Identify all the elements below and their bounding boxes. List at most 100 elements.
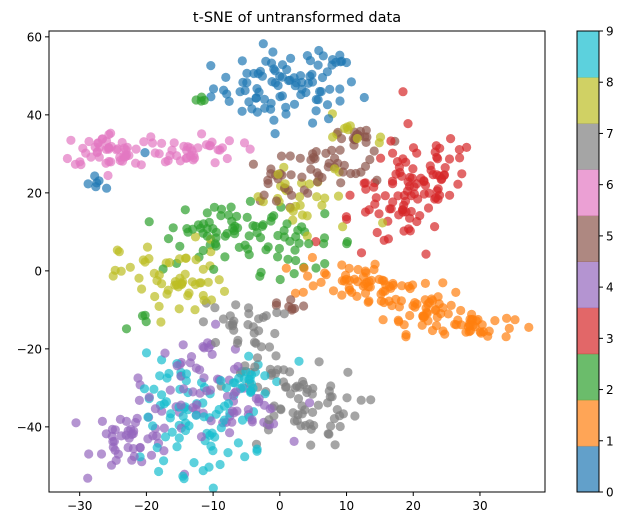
data-point-class-4 [71, 418, 81, 428]
data-point-class-4 [128, 444, 138, 454]
data-point-class-8 [164, 258, 175, 268]
data-point-class-7 [308, 407, 318, 417]
data-point-class-9 [219, 401, 230, 411]
data-point-class-1 [478, 327, 488, 337]
colorbar-segment-0 [577, 445, 599, 493]
data-point-class-2 [342, 239, 352, 249]
data-point-class-5 [336, 178, 346, 188]
data-point-class-9 [191, 410, 201, 420]
data-point-class-0 [313, 60, 323, 70]
data-point-class-2 [275, 274, 285, 285]
data-point-class-9 [223, 448, 233, 458]
data-point-class-7 [249, 328, 259, 338]
data-point-class-1 [405, 310, 415, 321]
data-point-class-8 [333, 191, 344, 201]
data-point-class-4 [144, 392, 154, 402]
data-point-class-6 [222, 153, 232, 164]
y-axis: −40 −20 0 20 40 60 [17, 30, 49, 434]
data-point-class-2 [226, 202, 236, 212]
data-point-class-3 [409, 182, 419, 192]
colorbar-tick-label: 5 [606, 229, 614, 243]
colorbar-segment-1 [577, 399, 599, 447]
colorbar-tick-label: 0 [606, 486, 614, 500]
data-point-class-1 [290, 288, 301, 298]
data-point-class-0 [221, 72, 231, 82]
colorbar-tick-label: 4 [606, 281, 614, 295]
data-point-class-7 [343, 367, 353, 377]
data-point-class-1 [456, 305, 466, 316]
data-point-class-5 [312, 177, 323, 187]
data-point-class-6 [239, 138, 250, 148]
data-point-class-2 [229, 226, 239, 236]
data-point-class-4 [206, 416, 216, 426]
data-point-class-9 [155, 371, 165, 381]
x-axis: −30 −20 −10 0 10 20 30 [67, 492, 488, 513]
data-point-class-4 [196, 432, 207, 442]
data-point-class-4 [202, 386, 212, 396]
data-point-class-4 [96, 449, 107, 459]
data-point-class-0 [301, 87, 311, 98]
data-point-class-5 [295, 153, 305, 163]
data-point-class-9 [167, 427, 177, 437]
data-point-class-4 [150, 404, 160, 414]
x-tick-label: −30 [67, 499, 92, 513]
data-point-class-1 [307, 252, 317, 263]
y-tick-label: 0 [34, 264, 42, 278]
data-point-class-4 [152, 431, 162, 441]
data-point-class-8 [374, 138, 384, 148]
data-point-class-2 [282, 219, 292, 229]
data-point-class-8 [295, 192, 305, 202]
data-point-class-6 [84, 136, 94, 147]
data-point-class-2 [144, 217, 154, 227]
data-point-class-0 [318, 51, 328, 61]
data-point-class-8 [206, 295, 217, 305]
x-tick-label: 10 [339, 499, 354, 513]
data-point-class-8 [273, 169, 283, 179]
data-point-class-3 [425, 161, 435, 171]
data-point-class-8 [320, 193, 330, 203]
data-point-class-4 [178, 340, 188, 350]
data-point-class-1 [465, 314, 475, 324]
data-point-class-9 [157, 390, 167, 400]
data-point-class-9 [246, 379, 256, 389]
data-point-class-2 [245, 196, 255, 206]
colorbar-tick-label: 6 [606, 178, 614, 192]
data-point-class-0 [259, 94, 270, 104]
data-point-class-1 [502, 313, 512, 323]
data-point-class-3 [356, 248, 367, 258]
data-point-class-6 [197, 129, 207, 139]
data-point-class-1 [438, 303, 448, 313]
data-point-class-1 [298, 287, 308, 297]
data-point-class-3 [416, 173, 426, 183]
data-point-class-5 [266, 164, 276, 174]
data-point-class-3 [402, 186, 413, 196]
data-point-class-1 [344, 283, 354, 293]
data-point-class-9 [240, 452, 250, 462]
data-point-class-6 [131, 158, 141, 168]
data-point-class-2 [283, 254, 293, 264]
data-point-class-2 [320, 259, 330, 269]
data-point-class-7 [210, 303, 220, 313]
data-point-class-9 [166, 409, 176, 419]
data-point-class-0 [335, 84, 345, 94]
data-point-class-8 [198, 290, 208, 301]
data-point-class-6 [175, 156, 185, 166]
colorbar-segment-4 [577, 261, 599, 309]
data-point-class-1 [387, 300, 397, 311]
data-point-class-3 [397, 171, 407, 181]
data-point-class-2 [311, 263, 321, 273]
data-point-class-2 [251, 221, 261, 231]
data-point-class-0 [258, 39, 268, 49]
data-point-class-2 [291, 255, 301, 266]
data-point-class-2 [224, 210, 234, 220]
data-point-class-2 [263, 242, 273, 252]
data-point-class-6 [104, 144, 114, 154]
data-point-class-3 [415, 211, 425, 221]
x-tick-label: 0 [276, 499, 284, 513]
data-point-class-8 [338, 222, 348, 232]
data-point-class-3 [424, 188, 434, 198]
data-point-class-0 [244, 97, 254, 107]
data-point-class-5 [336, 134, 347, 144]
data-point-class-1 [451, 287, 461, 297]
